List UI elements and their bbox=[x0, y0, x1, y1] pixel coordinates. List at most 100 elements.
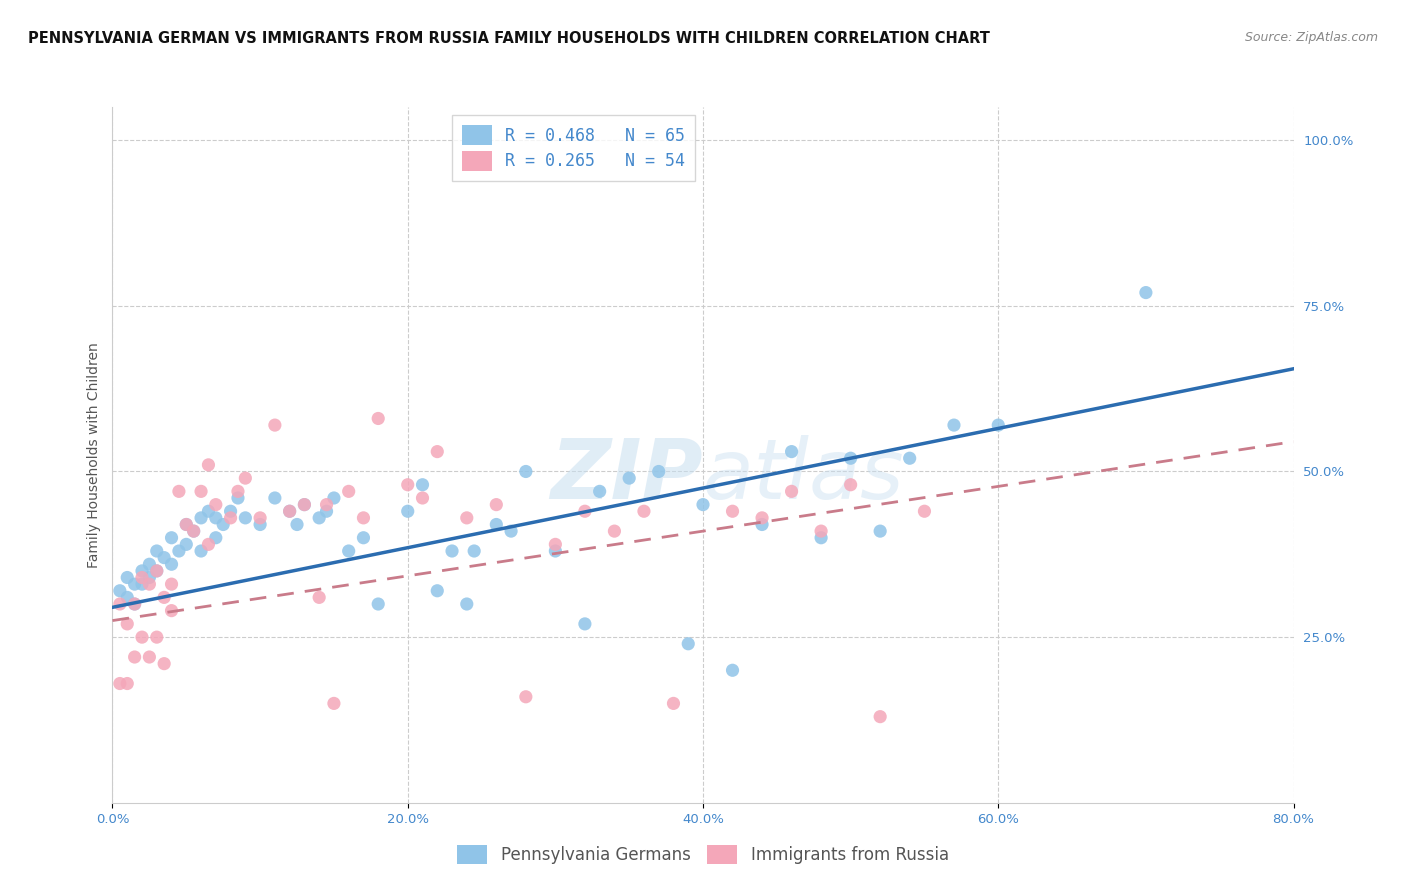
Point bbox=[117, 591, 138, 605]
Point bbox=[485, 517, 508, 532]
Point bbox=[174, 537, 197, 551]
Point bbox=[108, 583, 131, 598]
Point bbox=[942, 418, 965, 433]
Point bbox=[219, 511, 242, 525]
Point bbox=[633, 504, 655, 518]
Point bbox=[146, 544, 169, 558]
Text: ZIP: ZIP bbox=[550, 435, 703, 516]
Point bbox=[574, 504, 596, 518]
Point bbox=[869, 524, 891, 538]
Point bbox=[219, 504, 242, 518]
Point bbox=[292, 498, 315, 512]
Point bbox=[337, 484, 360, 499]
Point bbox=[678, 637, 700, 651]
Point bbox=[315, 504, 337, 518]
Y-axis label: Family Households with Children: Family Households with Children bbox=[87, 342, 101, 568]
Point bbox=[124, 577, 146, 591]
Point bbox=[426, 444, 449, 458]
Point bbox=[160, 531, 183, 545]
Point bbox=[249, 511, 271, 525]
Point bbox=[131, 577, 153, 591]
Point bbox=[987, 418, 1010, 433]
Point bbox=[515, 465, 537, 479]
Point bbox=[456, 511, 478, 525]
Point bbox=[167, 544, 190, 558]
Point bbox=[160, 558, 183, 572]
Point bbox=[515, 690, 537, 704]
Point bbox=[456, 597, 478, 611]
Point bbox=[146, 630, 169, 644]
Point bbox=[190, 511, 212, 525]
Point bbox=[914, 504, 936, 518]
Point bbox=[174, 517, 197, 532]
Point bbox=[226, 484, 249, 499]
Point bbox=[411, 491, 433, 505]
Point bbox=[131, 630, 153, 644]
Point bbox=[124, 597, 146, 611]
Point bbox=[190, 544, 212, 558]
Text: atlas: atlas bbox=[703, 435, 904, 516]
Point bbox=[352, 511, 374, 525]
Point bbox=[751, 517, 773, 532]
Point bbox=[411, 477, 433, 491]
Point bbox=[183, 524, 205, 538]
Legend: Pennsylvania Germans, Immigrants from Russia: Pennsylvania Germans, Immigrants from Ru… bbox=[451, 838, 955, 871]
Point bbox=[352, 531, 374, 545]
Point bbox=[810, 531, 832, 545]
Point bbox=[197, 537, 219, 551]
Point bbox=[205, 511, 228, 525]
Point bbox=[138, 558, 160, 572]
Point bbox=[117, 570, 138, 584]
Point bbox=[249, 517, 271, 532]
Point bbox=[124, 650, 146, 665]
Point bbox=[441, 544, 464, 558]
Point bbox=[160, 604, 183, 618]
Point bbox=[396, 477, 419, 491]
Point bbox=[226, 491, 249, 505]
Point bbox=[131, 570, 153, 584]
Point bbox=[212, 517, 235, 532]
Point bbox=[278, 504, 301, 518]
Point bbox=[603, 524, 626, 538]
Point bbox=[146, 564, 169, 578]
Point bbox=[619, 471, 641, 485]
Point bbox=[323, 697, 346, 711]
Point bbox=[205, 531, 228, 545]
Text: Source: ZipAtlas.com: Source: ZipAtlas.com bbox=[1244, 31, 1378, 45]
Point bbox=[278, 504, 301, 518]
Point bbox=[233, 511, 256, 525]
Point bbox=[751, 511, 773, 525]
Point bbox=[869, 709, 891, 723]
Point bbox=[337, 544, 360, 558]
Point bbox=[544, 544, 567, 558]
Point bbox=[197, 504, 219, 518]
Point bbox=[426, 583, 449, 598]
Point bbox=[174, 517, 197, 532]
Point bbox=[108, 597, 131, 611]
Point bbox=[463, 544, 485, 558]
Point bbox=[308, 591, 330, 605]
Point bbox=[197, 458, 219, 472]
Point bbox=[153, 550, 176, 565]
Point bbox=[721, 663, 744, 677]
Point bbox=[501, 524, 523, 538]
Point bbox=[138, 570, 160, 584]
Point bbox=[285, 517, 308, 532]
Point bbox=[292, 498, 315, 512]
Point bbox=[183, 524, 205, 538]
Point bbox=[647, 465, 671, 479]
Point bbox=[167, 484, 190, 499]
Point bbox=[264, 418, 287, 433]
Point bbox=[692, 498, 714, 512]
Point bbox=[138, 650, 160, 665]
Point bbox=[544, 537, 567, 551]
Point bbox=[839, 477, 862, 491]
Point bbox=[117, 616, 138, 631]
Point bbox=[138, 577, 160, 591]
Point bbox=[780, 484, 803, 499]
Point bbox=[124, 597, 146, 611]
Point bbox=[108, 676, 131, 690]
Point bbox=[190, 484, 212, 499]
Point bbox=[315, 498, 337, 512]
Point bbox=[233, 471, 256, 485]
